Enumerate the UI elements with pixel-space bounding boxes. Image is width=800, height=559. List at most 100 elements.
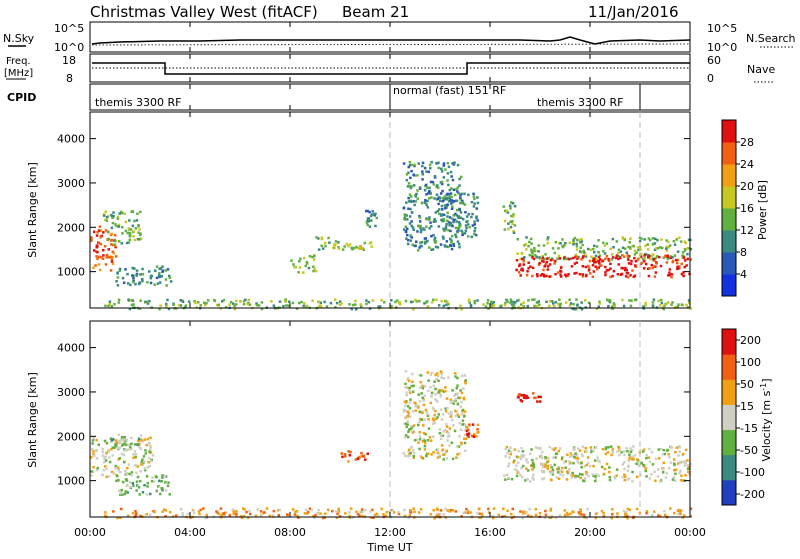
data-cell [680,272,684,276]
data-cell [437,379,440,383]
data-cell [126,231,129,235]
data-cell [653,248,657,251]
data-cell [420,228,423,232]
data-cell [689,307,693,310]
data-cell [420,456,423,459]
nave-tick-top: 60 [707,54,721,67]
data-cell [659,514,662,518]
data-cell [411,410,415,413]
data-cell [463,511,467,514]
data-cell [96,250,99,254]
data-cell [530,250,533,253]
data-cell [522,301,525,304]
data-cell [644,262,648,266]
data-cell [670,303,673,306]
data-cell [439,512,442,516]
data-cell [621,267,625,270]
data-cell [607,259,611,262]
data-cell [452,214,455,217]
data-cell [580,308,584,311]
data-cell [361,247,364,250]
data-cell [682,256,686,259]
data-cell [544,509,547,513]
data-cell [491,516,495,520]
data-cell [642,463,645,467]
data-cell [287,304,291,308]
data-cell [594,257,598,261]
data-cell [517,298,520,302]
data-cell [674,450,677,454]
colorbar-segment [722,186,736,209]
data-cell [470,215,473,219]
data-cell [557,465,560,469]
data-cell [426,452,430,455]
data-cell [168,274,171,278]
data-cell [630,457,634,461]
velocity-regions [90,370,693,520]
data-cell [235,299,238,302]
data-cell [625,268,628,272]
data-cell [430,394,433,398]
data-cell [557,302,560,306]
data-cell [460,229,463,233]
data-cell [403,213,407,216]
data-cell [465,507,468,511]
data-cell [680,262,683,266]
data-cell [130,303,134,307]
data-cell [462,396,466,400]
data-cell [487,307,490,310]
data-cell [139,470,142,473]
data-cell [203,301,206,305]
data-cell [584,473,588,476]
data-cell [649,258,652,261]
data-cell [404,434,408,437]
data-cell [623,478,626,482]
data-cell [642,450,645,453]
data-cell [367,300,371,304]
data-cell [601,259,605,262]
data-cell [594,516,598,520]
data-cell [412,308,415,311]
data-cell [404,454,407,458]
data-cell [442,228,446,231]
data-cell [567,470,571,474]
data-cell [419,224,422,228]
data-cell [418,438,422,441]
data-cell [272,514,275,517]
data-cell [97,241,101,245]
data-cell [445,196,448,200]
data-cell [414,298,417,302]
data-cell [503,303,507,307]
data-cell [525,394,528,398]
data-cell [439,243,443,246]
data-cell [446,439,449,442]
data-cell [448,427,452,430]
data-cell [678,509,681,512]
data-cell [102,231,105,234]
data-cell [435,512,439,516]
data-cell [671,256,674,259]
data-cell [163,508,166,511]
data-cell [442,219,446,222]
data-cell [136,465,140,468]
data-cell [95,449,98,452]
data-cell [668,244,672,247]
data-cell [442,304,445,308]
data-cell [315,236,318,239]
data-cell [419,507,423,511]
data-cell [548,300,552,303]
data-cell [408,193,412,196]
data-cell [420,392,423,395]
data-cell [119,516,122,520]
data-cell [436,197,439,201]
data-cell [557,247,560,250]
data-cell [610,305,614,308]
data-cell [445,303,448,307]
data-cell [428,436,432,439]
data-cell [439,192,443,195]
data-cell [453,372,457,375]
data-cell [578,273,582,276]
data-cell [404,230,408,234]
data-cell [585,516,588,520]
data-cell [440,376,443,379]
